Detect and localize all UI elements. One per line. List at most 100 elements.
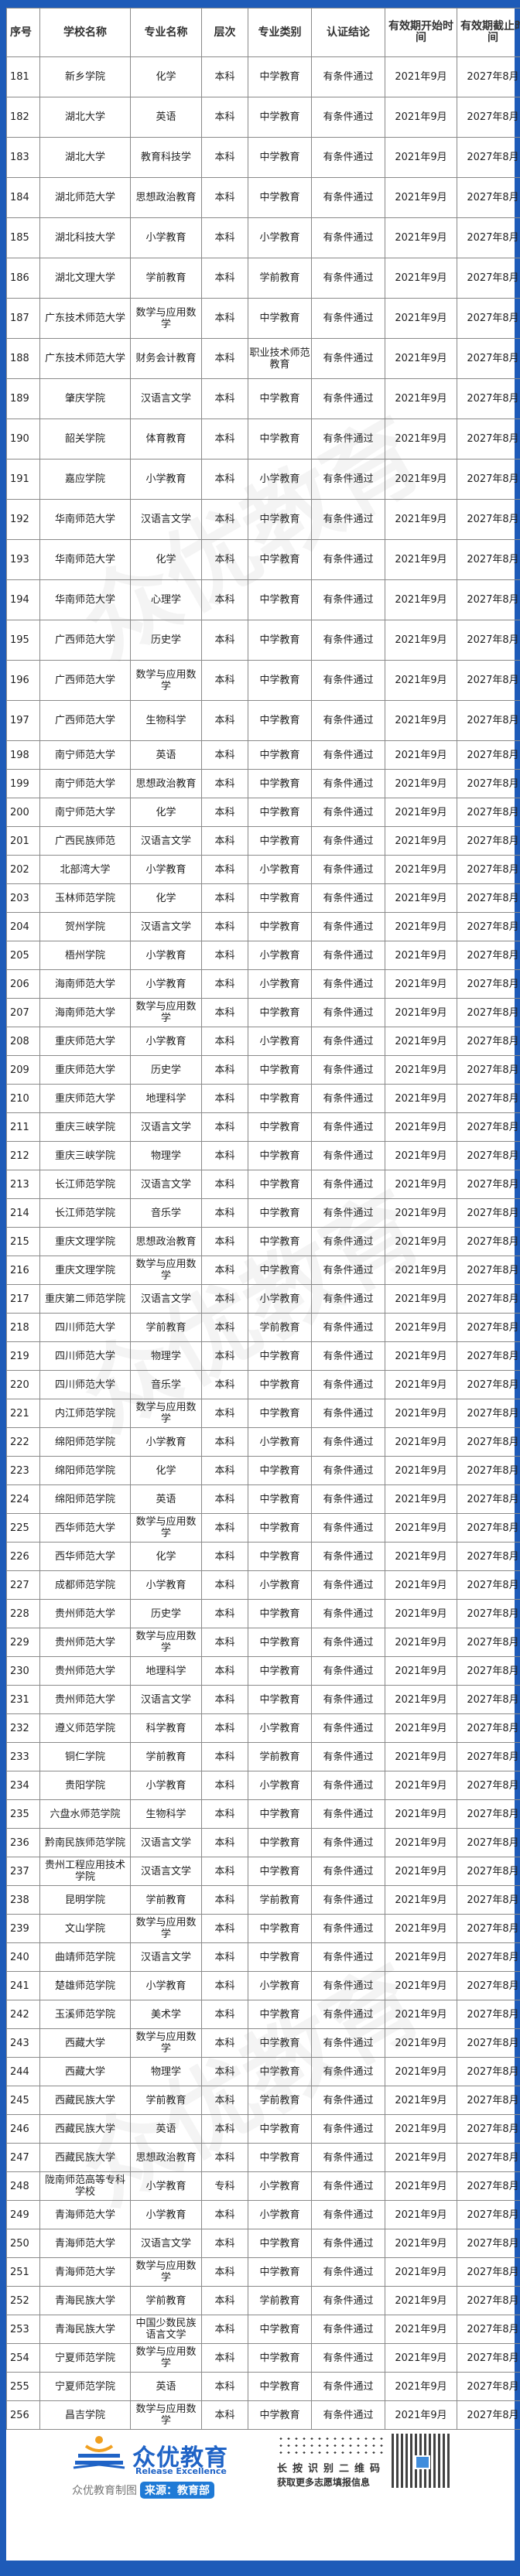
cell-major: 数学与应用数学 (130, 1628, 202, 1657)
cell-major: 思想政治教育 (130, 1227, 202, 1256)
cell-level: 本科 (201, 2114, 248, 2144)
table-row: 211 重庆三峡学院 汉语言文学 本科 中学教育 有条件通过 2021年9月 2027年8月 (6, 1112, 520, 1142)
cell-end: 2027年8月 (457, 298, 520, 339)
cell-start: 2021年9月 (385, 912, 457, 941)
cell-start: 2021年9月 (385, 1570, 457, 1600)
cell-level: 本科 (201, 419, 248, 460)
cell-seq: 226 (6, 1542, 40, 1571)
cell-level: 本科 (201, 740, 248, 770)
cell-school: 陇南师范高等专科学校 (39, 2171, 131, 2201)
cell-seq: 189 (6, 378, 40, 419)
cell-start: 2021年9月 (385, 1971, 457, 2000)
cell-seq: 205 (6, 941, 40, 970)
cell-major: 汉语言文学 (130, 1828, 202, 1857)
cell-end: 2027年8月 (457, 1027, 520, 1056)
cell-major: 英语 (130, 2114, 202, 2144)
cell-category: 小学教育 (248, 1027, 312, 1056)
cell-major: 小学教育 (130, 1771, 202, 1800)
cell-category: 中学教育 (248, 1542, 312, 1571)
table-row: 184 湖北师范大学 思想政治教育 本科 中学教育 有条件通过 2021年9月 2027年8月 (6, 177, 520, 218)
cell-major: 小学教育 (130, 217, 202, 258)
cell-start: 2021年9月 (385, 1256, 457, 1285)
cell-end: 2027年8月 (457, 2315, 520, 2344)
cell-result: 有条件通过 (311, 2000, 385, 2029)
cell-start: 2021年9月 (385, 1456, 457, 1485)
cell-major: 地理科学 (130, 1084, 202, 1113)
cell-category: 中学教育 (248, 740, 312, 770)
footer: 众优教育 Release Excellence 众优教育制图 来源：教育部 长按识… (6, 2412, 515, 2551)
cell-end: 2027年8月 (457, 1399, 520, 1428)
cell-level: 本科 (201, 1141, 248, 1170)
cell-start: 2021年9月 (385, 177, 457, 218)
cell-result: 有条件通过 (311, 137, 385, 178)
cell-level: 本科 (201, 1685, 248, 1714)
cell-school: 广西师范大学 (39, 700, 131, 741)
cell-seq: 227 (6, 1570, 40, 1600)
cell-seq: 236 (6, 1828, 40, 1857)
cell-category: 中学教育 (248, 1685, 312, 1714)
cell-school: 广西师范大学 (39, 660, 131, 701)
cell-result: 有条件通过 (311, 1971, 385, 2000)
cell-result: 有条件通过 (311, 1141, 385, 1170)
cell-start: 2021年9月 (385, 700, 457, 741)
cell-level: 本科 (201, 539, 248, 580)
cell-category: 中学教育 (248, 1227, 312, 1256)
cell-level: 本科 (201, 660, 248, 701)
cell-school: 华南师范大学 (39, 499, 131, 540)
cell-start: 2021年9月 (385, 941, 457, 970)
cell-start: 2021年9月 (385, 1370, 457, 1399)
cell-school: 贵州师范大学 (39, 1628, 131, 1657)
cell-major: 数学与应用数学 (130, 998, 202, 1027)
cell-end: 2027年8月 (457, 1971, 520, 2000)
dot-pattern (277, 2435, 385, 2457)
table-row: 190 韶关学院 体育教育 本科 中学教育 有条件通过 2021年9月 2027年8月 (6, 419, 520, 460)
cell-category: 中学教育 (248, 620, 312, 661)
table-row: 226 西华师范大学 化学 本科 中学教育 有条件通过 2021年9月 2027年8月 (6, 1542, 520, 1571)
table-row: 189 肇庆学院 汉语言文学 本科 中学教育 有条件通过 2021年9月 2027年8月 (6, 378, 520, 419)
table-row: 209 重庆师范大学 历史学 本科 中学教育 有条件通过 2021年9月 2027年8月 (6, 1055, 520, 1085)
cell-level: 本科 (201, 1570, 248, 1600)
table-row: 228 贵州师范大学 历史学 本科 中学教育 有条件通过 2021年9月 2027年8月 (6, 1599, 520, 1628)
cell-end: 2027年8月 (457, 883, 520, 913)
cell-result: 有条件通过 (311, 177, 385, 218)
cell-end: 2027年8月 (457, 459, 520, 500)
cell-result: 有条件通过 (311, 1771, 385, 1800)
cell-category: 中学教育 (248, 539, 312, 580)
cell-seq: 238 (6, 1885, 40, 1915)
cell-category: 中学教育 (248, 579, 312, 620)
cell-seq: 246 (6, 2114, 40, 2144)
cell-start: 2021年9月 (385, 2257, 457, 2287)
cell-end: 2027年8月 (457, 2143, 520, 2172)
cell-level: 本科 (201, 2315, 248, 2344)
qr-code-icon[interactable] (392, 2434, 450, 2488)
cell-result: 有条件通过 (311, 620, 385, 661)
cell-end: 2027年8月 (457, 2114, 520, 2144)
cell-level: 本科 (201, 1484, 248, 1514)
cell-major: 小学教育 (130, 1570, 202, 1600)
cell-major: 数学与应用数学 (130, 2028, 202, 2058)
cell-major: 化学 (130, 883, 202, 913)
cell-school: 贵州师范大学 (39, 1685, 131, 1714)
cell-category: 中学教育 (248, 1370, 312, 1399)
cell-start: 2021年9月 (385, 883, 457, 913)
cell-seq: 235 (6, 1799, 40, 1829)
cell-major: 物理学 (130, 1141, 202, 1170)
cell-result: 有条件通过 (311, 1542, 385, 1571)
cell-category: 中学教育 (248, 298, 312, 339)
cell-start: 2021年9月 (385, 740, 457, 770)
cell-end: 2027年8月 (457, 740, 520, 770)
cell-start: 2021年9月 (385, 660, 457, 701)
cell-seq: 254 (6, 2343, 40, 2373)
cell-category: 中学教育 (248, 499, 312, 540)
cell-result: 有条件通过 (311, 2286, 385, 2315)
cell-seq: 231 (6, 1685, 40, 1714)
cell-level: 本科 (201, 1055, 248, 1085)
cell-major: 小学教育 (130, 969, 202, 999)
cell-start: 2021年9月 (385, 798, 457, 827)
cell-start: 2021年9月 (385, 1227, 457, 1256)
cell-major: 数学与应用数学 (130, 1914, 202, 1943)
table-row: 244 西藏大学 物理学 本科 中学教育 有条件通过 2021年9月 2027年8月 (6, 2057, 520, 2086)
table-row: 214 长江师范学院 音乐学 本科 中学教育 有条件通过 2021年9月 2027年8月 (6, 1198, 520, 1228)
cell-end: 2027年8月 (457, 1685, 520, 1714)
cell-school: 新乡学院 (39, 56, 131, 97)
